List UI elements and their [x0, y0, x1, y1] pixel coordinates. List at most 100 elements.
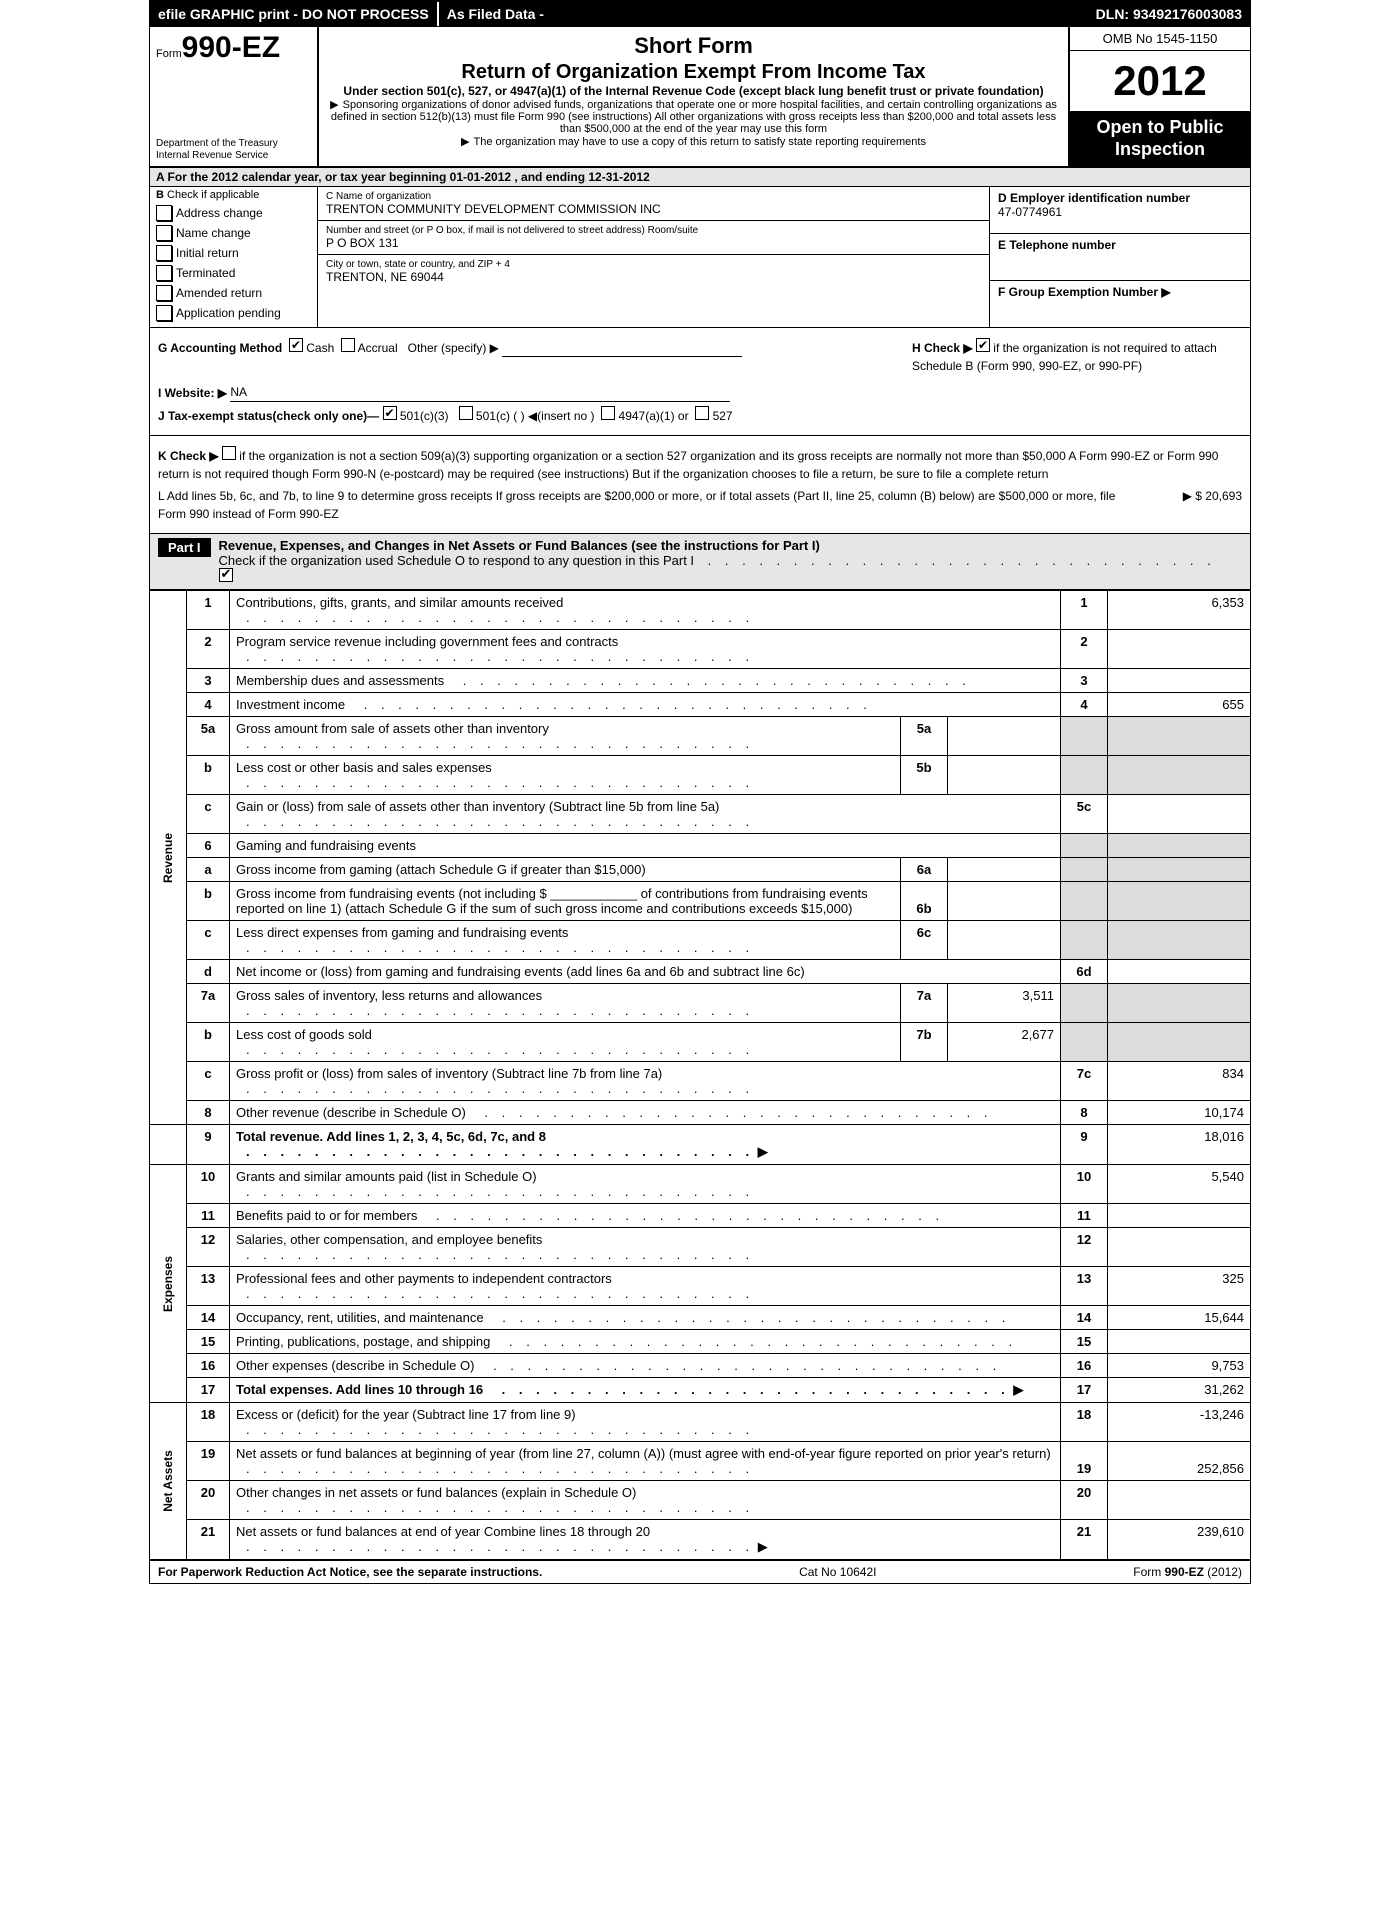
line-k: K Check ▶ if the organization is not a s…	[158, 446, 1242, 483]
section-bcd: B Check if applicable Address change Nam…	[150, 187, 1250, 328]
form-page: efile GRAPHIC print - DO NOT PROCESS As …	[149, 0, 1251, 1584]
desc-7a: Gross sales of inventory, less returns a…	[230, 984, 901, 1023]
ln-6c: c	[187, 921, 230, 960]
chk-name-change[interactable]: Name change	[156, 225, 311, 241]
website-field[interactable]: NA	[230, 383, 730, 402]
footer-right-suf: (2012)	[1204, 1565, 1242, 1579]
amt-12	[1108, 1228, 1251, 1267]
l-text: L Add lines 5b, 6c, and 7b, to line 9 to…	[158, 487, 1143, 523]
desc-21: Net assets or fund balances at end of ye…	[230, 1520, 1061, 1560]
sn-5a: 5a	[901, 717, 948, 756]
header-left: Form990-EZ Department of the Treasury In…	[150, 27, 319, 166]
ln-6a: a	[187, 858, 230, 882]
amt-6a-shade	[1108, 858, 1251, 882]
desc-2: Program service revenue including govern…	[230, 630, 1061, 669]
form-title: Return of Organization Exempt From Incom…	[325, 61, 1062, 84]
sa-7a: 3,511	[948, 984, 1061, 1023]
header-right: OMB No 1545-1150 2012 Open to Public Ins…	[1068, 27, 1250, 166]
misc-ghij: G Accounting Method ✔ Cash Accrual Other…	[150, 328, 1250, 436]
website-value: NA	[230, 385, 247, 399]
chk-h[interactable]: ✔	[976, 338, 990, 352]
chk-address-change[interactable]: Address change	[156, 205, 311, 221]
c-name-block: C Name of organization TRENTON COMMUNITY…	[318, 187, 989, 221]
mn-3: 3	[1061, 669, 1108, 693]
chk-app-pending[interactable]: Application pending	[156, 305, 311, 321]
ln-18: 18	[187, 1403, 230, 1442]
lbl-amended: Amended return	[176, 286, 262, 300]
side-exp-text: Expenses	[161, 1256, 175, 1312]
chk-501c3[interactable]: ✔	[383, 406, 397, 420]
ln-19: 19	[187, 1442, 230, 1481]
amt-10: 5,540	[1108, 1165, 1251, 1204]
j-4947: 4947(a)(1) or	[619, 409, 689, 423]
chk-4947[interactable]	[601, 406, 615, 420]
desc-9: Total revenue. Add lines 1, 2, 3, 4, 5c,…	[230, 1125, 1061, 1165]
g-label: G Accounting Method	[158, 341, 282, 355]
desc-5a: Gross amount from sale of assets other t…	[230, 717, 901, 756]
sn-7b: 7b	[901, 1023, 948, 1062]
g-other-field[interactable]	[502, 356, 742, 357]
j-527: 527	[713, 409, 733, 423]
e-label: E Telephone number	[998, 238, 1242, 252]
ln-5a: 5a	[187, 717, 230, 756]
desc-6d: Net income or (loss) from gaming and fun…	[230, 960, 1061, 984]
ln-8: 8	[187, 1101, 230, 1125]
desc-6: Gaming and fundraising events	[230, 834, 1061, 858]
part1-table: Revenue 1 Contributions, gifts, grants, …	[150, 590, 1250, 1559]
chk-accrual[interactable]	[341, 338, 355, 352]
col-b: B Check if applicable Address change Nam…	[150, 187, 318, 327]
amt-14: 15,644	[1108, 1306, 1251, 1330]
desc-7b: Less cost of goods sold	[230, 1023, 901, 1062]
org-city: TRENTON, NE 69044	[326, 270, 981, 284]
line-i: I Website: ▶ NA	[158, 383, 1242, 402]
chk-cash[interactable]: ✔	[289, 338, 303, 352]
l-amount: ▶ $ 20,693	[1163, 487, 1242, 523]
desc-6a: Gross income from gaming (attach Schedul…	[230, 858, 901, 882]
chk-501c[interactable]	[459, 406, 473, 420]
amt-17: 31,262	[1108, 1378, 1251, 1403]
d-ein-block: D Employer identification number 47-0774…	[990, 187, 1250, 234]
chk-terminated[interactable]: Terminated	[156, 265, 311, 281]
sa-7b: 2,677	[948, 1023, 1061, 1062]
lbl-name-change: Name change	[176, 226, 251, 240]
dept-line2: Internal Revenue Service	[156, 150, 311, 162]
dept-info: Department of the Treasury Internal Reve…	[156, 138, 311, 162]
ln-3: 3	[187, 669, 230, 693]
mn-1: 1	[1061, 591, 1108, 630]
i-label: I Website: ▶	[158, 386, 227, 400]
chk-k[interactable]	[222, 446, 236, 460]
footer: For Paperwork Reduction Act Notice, see …	[150, 1559, 1250, 1583]
desc-13: Professional fees and other payments to …	[230, 1267, 1061, 1306]
lbl-terminated: Terminated	[176, 266, 235, 280]
c-addr-block: Number and street (or P O box, if mail i…	[318, 221, 989, 255]
sa-5a	[948, 717, 1061, 756]
footer-right-pre: Form	[1133, 1565, 1164, 1579]
d-label: D Employer identification number	[998, 191, 1242, 205]
sn-7a: 7a	[901, 984, 948, 1023]
desc-10: Grants and similar amounts paid (list in…	[230, 1165, 1061, 1204]
chk-amended[interactable]: Amended return	[156, 285, 311, 301]
amt-7c: 834	[1108, 1062, 1251, 1101]
e-phone-block: E Telephone number	[990, 234, 1250, 281]
mn-10: 10	[1061, 1165, 1108, 1204]
amt-1: 6,353	[1108, 591, 1251, 630]
ln-5c: c	[187, 795, 230, 834]
k-label: K Check ▶	[158, 449, 219, 463]
footer-mid: Cat No 10642I	[799, 1565, 876, 1579]
ln-7b: b	[187, 1023, 230, 1062]
amt-16: 9,753	[1108, 1354, 1251, 1378]
g-accrual: Accrual	[358, 341, 398, 355]
amt-5c	[1108, 795, 1251, 834]
mn-16: 16	[1061, 1354, 1108, 1378]
lbl-initial-return: Initial return	[176, 246, 239, 260]
desc-5b: Less cost or other basis and sales expen…	[230, 756, 901, 795]
chk-initial-return[interactable]: Initial return	[156, 245, 311, 261]
amt-5a-shade	[1108, 717, 1251, 756]
chk-527[interactable]	[695, 406, 709, 420]
desc-12: Salaries, other compensation, and employ…	[230, 1228, 1061, 1267]
j-label: J Tax-exempt status(check only one)—	[158, 409, 379, 423]
desc-17: Total expenses. Add lines 10 through 16	[230, 1378, 1061, 1403]
chk-part1-scho[interactable]: ✔	[219, 568, 233, 582]
open-public-1: Open to Public	[1074, 117, 1246, 139]
side-expenses: Expenses	[150, 1165, 187, 1403]
